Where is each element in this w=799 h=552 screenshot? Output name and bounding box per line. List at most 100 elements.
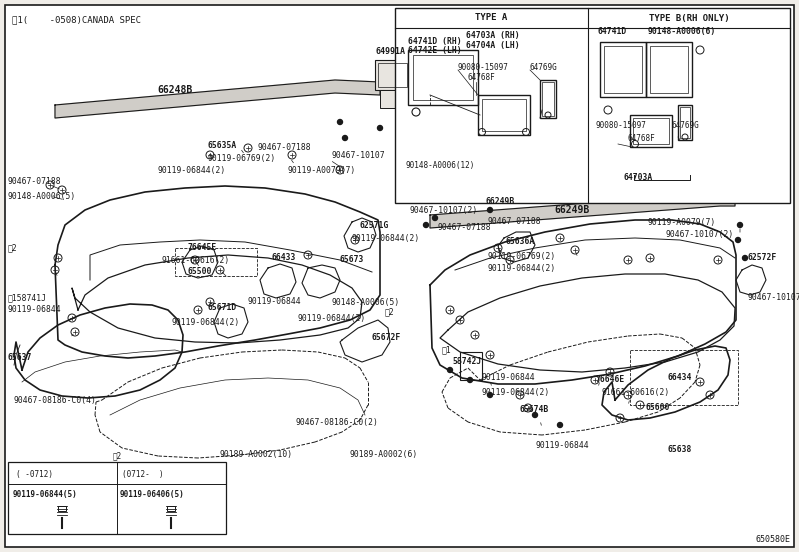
Polygon shape [430, 193, 735, 228]
Text: 90148-A0006(5): 90148-A0006(5) [332, 298, 400, 306]
Text: 90467-07188: 90467-07188 [8, 178, 62, 187]
Bar [413, 55, 473, 100]
Text: 90119-06844(2): 90119-06844(2) [298, 314, 366, 322]
Text: ※2: ※2 [8, 243, 18, 252]
Text: 90148-A0006(5): 90148-A0006(5) [8, 192, 76, 200]
Text: 66433: 66433 [272, 253, 296, 263]
Text: 90119-A0079(7): 90119-A0079(7) [288, 166, 356, 174]
Text: 90119-06844(2): 90119-06844(2) [482, 388, 551, 396]
Text: 64741D (RH): 64741D (RH) [408, 37, 462, 46]
Bar [8, 462, 226, 534]
Text: 90467-07188: 90467-07188 [438, 224, 491, 232]
Text: 90119-A0079(7): 90119-A0079(7) [648, 217, 716, 226]
Bar [600, 42, 646, 97]
Bar [646, 42, 692, 97]
Text: ※2: ※2 [113, 452, 122, 460]
Bar [58, 506, 66, 511]
Circle shape [742, 256, 748, 261]
Circle shape [737, 222, 742, 227]
Bar [380, 90, 408, 108]
Text: 64769G: 64769G [530, 63, 558, 72]
Text: 90119-06844(2): 90119-06844(2) [352, 233, 420, 242]
Circle shape [467, 378, 472, 383]
Text: ( -0712): ( -0712) [16, 470, 53, 479]
Text: 91661-60616(2): 91661-60616(2) [162, 256, 230, 264]
Text: 90148-A0006(6): 90148-A0006(6) [648, 27, 716, 36]
Bar [175, 248, 257, 276]
Circle shape [487, 208, 492, 213]
Circle shape [736, 237, 741, 242]
Bar [378, 63, 407, 87]
Text: 64741D: 64741D [598, 27, 627, 36]
Text: 58742J: 58742J [452, 358, 481, 367]
Text: 90467-10107: 90467-10107 [748, 294, 799, 302]
Text: 65673: 65673 [340, 256, 364, 264]
Circle shape [532, 412, 538, 417]
Text: 90119-06844(2): 90119-06844(2) [158, 166, 226, 174]
Circle shape [558, 422, 562, 427]
Bar [540, 80, 556, 118]
Circle shape [487, 392, 492, 397]
Bar [482, 99, 526, 131]
Text: ※1: ※1 [442, 346, 451, 354]
Text: 90119-06844: 90119-06844 [8, 305, 62, 315]
Bar [678, 105, 692, 140]
Text: 90467-10107: 90467-10107 [332, 151, 386, 160]
Text: 90467-10107(2): 90467-10107(2) [665, 231, 733, 240]
Text: 65635A: 65635A [208, 141, 237, 150]
Text: 65674B: 65674B [520, 406, 549, 415]
Text: 65672F: 65672F [372, 333, 401, 342]
Text: TYPE A: TYPE A [475, 13, 507, 23]
Text: 66249B: 66249B [485, 198, 515, 206]
Bar [167, 506, 175, 511]
Text: 64703A (RH): 64703A (RH) [466, 31, 519, 40]
Text: 90119-06844: 90119-06844 [536, 440, 590, 449]
Bar [650, 46, 688, 93]
Bar [680, 107, 690, 138]
Text: 66434: 66434 [668, 374, 693, 383]
Text: 64991A: 64991A [375, 47, 405, 56]
Circle shape [343, 135, 348, 141]
Text: 90189-A0002(6): 90189-A0002(6) [350, 450, 418, 459]
Text: 64703A: 64703A [623, 173, 653, 182]
Text: 90119-06406(5): 90119-06406(5) [120, 490, 185, 498]
Text: 65636A: 65636A [505, 237, 535, 247]
Text: 90467-07188: 90467-07188 [488, 217, 542, 226]
Text: 64742E (LH): 64742E (LH) [408, 46, 462, 55]
Text: 65600: 65600 [645, 404, 670, 412]
Text: 90119-06769(2): 90119-06769(2) [488, 252, 556, 261]
Circle shape [377, 125, 383, 130]
Text: 90119-06844: 90119-06844 [248, 298, 302, 306]
Text: TYPE B(RH ONLY): TYPE B(RH ONLY) [649, 13, 729, 23]
Text: 65638: 65638 [668, 445, 693, 454]
Text: 76645E: 76645E [188, 243, 217, 252]
Bar [633, 118, 669, 144]
Circle shape [447, 368, 452, 373]
Text: 65671D: 65671D [208, 304, 237, 312]
Bar [375, 60, 410, 90]
Circle shape [432, 215, 438, 220]
Text: 90467-08186-C0(4): 90467-08186-C0(4) [14, 395, 97, 405]
Text: 90119-06844(2): 90119-06844(2) [488, 263, 556, 273]
Text: 64769G: 64769G [672, 121, 700, 130]
Polygon shape [55, 80, 380, 118]
Text: (0712-  ): (0712- ) [122, 470, 164, 479]
Text: 90080-15097: 90080-15097 [458, 63, 509, 72]
Text: 64768F: 64768F [468, 73, 495, 82]
Text: 90148-A0006(12): 90148-A0006(12) [406, 161, 475, 170]
Bar [478, 95, 530, 135]
Text: ※158741J: ※158741J [8, 294, 47, 302]
Bar [395, 8, 790, 203]
Text: 65500: 65500 [188, 268, 213, 277]
Text: 90189-A0002(10): 90189-A0002(10) [220, 450, 293, 459]
Text: 66248B: 66248B [157, 85, 193, 95]
Text: 90119-06844(5): 90119-06844(5) [13, 490, 78, 498]
Text: 66249B: 66249B [555, 205, 590, 215]
Text: 65637: 65637 [8, 353, 33, 363]
Text: 90467-07188: 90467-07188 [258, 144, 312, 152]
Text: ※1(    -0508)CANADA SPEC: ※1( -0508)CANADA SPEC [12, 15, 141, 24]
Text: 62572F: 62572F [748, 253, 777, 263]
Bar [630, 350, 738, 405]
Bar [408, 50, 478, 105]
Text: 90467-10107(2): 90467-10107(2) [410, 205, 479, 215]
